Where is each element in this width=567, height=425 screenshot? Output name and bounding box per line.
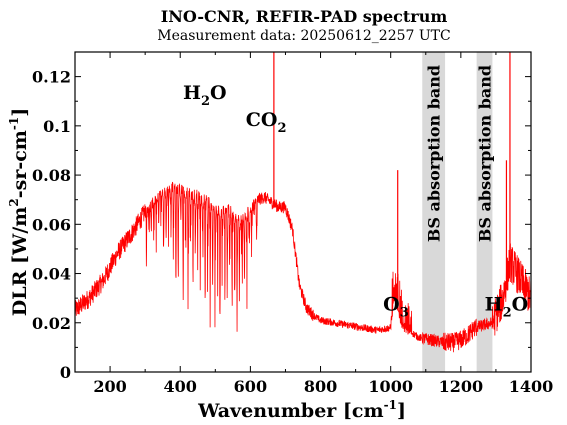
spectrum-series: [74, 52, 532, 353]
band-label-1: BS absorption band: [476, 65, 495, 242]
x-tick-label-0: 200: [93, 377, 126, 396]
x-axis-title-close: ]: [397, 400, 406, 422]
x-tick-label-4: 1000: [368, 377, 413, 396]
plot-frame: [74, 51, 532, 373]
y-tick-label-2: 0.04: [32, 265, 71, 284]
x-tick-label-2: 600: [234, 377, 267, 396]
x-tick-label-1: 400: [164, 377, 197, 396]
y-axis-title-sup2: -1: [7, 117, 21, 130]
x-axis-title: Wavenumber [cm-1]: [197, 398, 406, 422]
annotation-1: CO2: [246, 109, 287, 136]
y-tick-label-1: 0.02: [32, 314, 71, 333]
band-label-0: BS absorption band: [425, 65, 444, 242]
y-axis: 0 0.02 0.04 0.06 0.08 0.1 0.12: [32, 68, 531, 382]
band-rect-0: [422, 52, 446, 372]
absorption-bands: BS absorption band BS absorption band: [422, 52, 495, 372]
x-tick-label-5: 1200: [439, 377, 484, 396]
chart-subtitle: Measurement data: 20250612_2257 UTC: [157, 28, 450, 44]
y-tick-label-4: 0.08: [32, 166, 71, 185]
y-axis-title: DLR [W/m2-sr-cm-1]: [7, 108, 31, 316]
x-axis: 200 400 600 800 1000 1200 1400: [74, 52, 554, 396]
x-axis-title-sup: -1: [384, 398, 397, 412]
spectrum-line: [74, 181, 532, 353]
annotation-3: H2O: [485, 293, 529, 320]
y-axis-title-sup1: 2: [7, 198, 21, 206]
y-axis-title-b: -sr-cm: [9, 130, 31, 198]
annotation-0: H2O: [183, 82, 227, 109]
y-tick-label-5: 0.1: [43, 117, 71, 136]
chart-title: INO-CNR, REFIR-PAD spectrum: [161, 7, 448, 26]
y-tick-label-6: 0.12: [32, 68, 71, 87]
x-axis-title-base: Wavenumber [cm: [197, 400, 384, 422]
band-rect-1: [476, 52, 493, 372]
y-tick-label-3: 0.06: [32, 215, 71, 234]
annotations: H2O CO2 O3 H2O: [183, 82, 528, 321]
y-axis-title-c: ]: [9, 108, 31, 117]
y-tick-label-0: 0: [60, 363, 71, 382]
x-tick-label-6: 1400: [509, 377, 554, 396]
y-axis-title-a: DLR [W/m: [9, 207, 31, 317]
annotation-2: O3: [383, 293, 409, 320]
x-tick-label-3: 800: [304, 377, 337, 396]
